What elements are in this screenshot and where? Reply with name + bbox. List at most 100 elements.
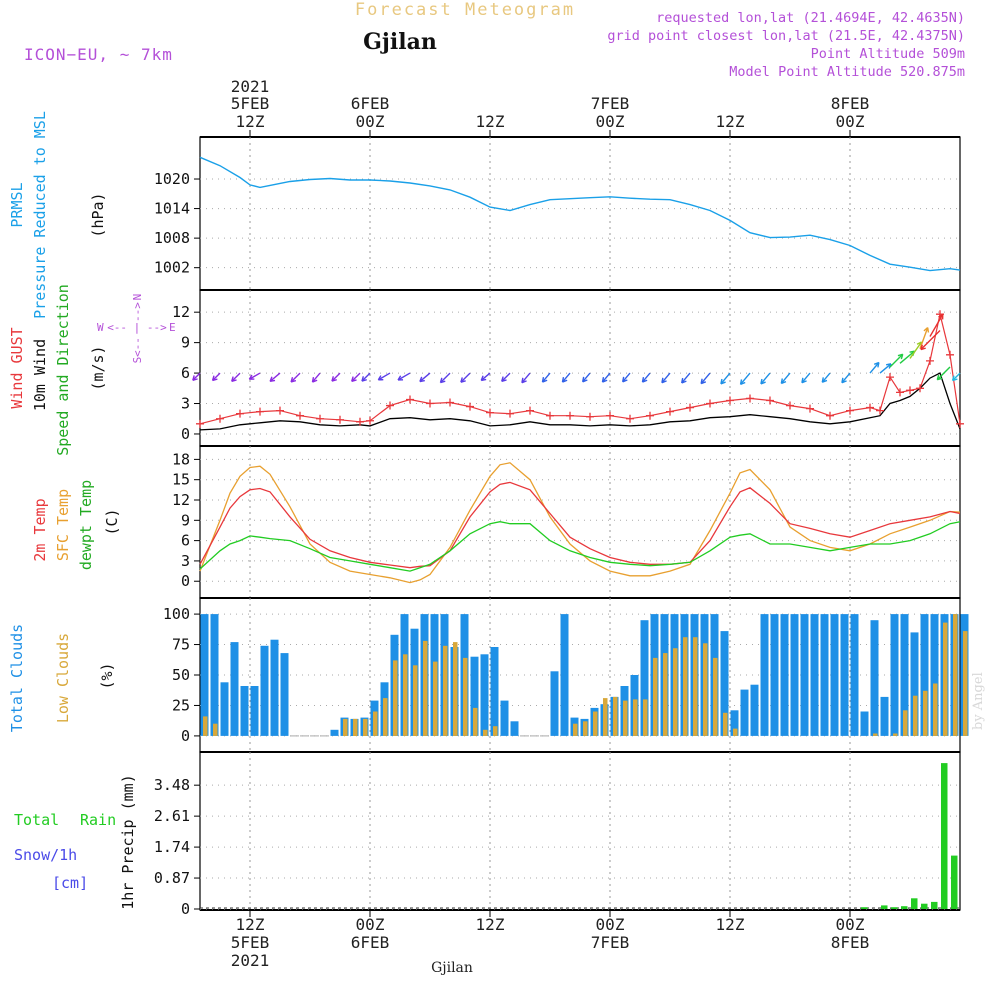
wind-arrow	[460, 372, 471, 383]
total-cloud-bar	[250, 686, 259, 736]
y-tick-label: 9	[181, 334, 190, 352]
total-cloud-bar	[740, 689, 749, 736]
gust-marker	[356, 417, 364, 426]
low-cloud-bar	[923, 690, 928, 736]
y-tick-label: 18	[172, 450, 190, 468]
gust-marker	[586, 412, 594, 421]
y-tick-label: 1020	[154, 170, 190, 188]
compass-east: E	[169, 321, 176, 334]
header: Forecast Meteogram Gjilan ICON−EU, ~ 7km…	[24, 0, 986, 976]
wind-arrow	[231, 372, 241, 382]
total-cloud-bar	[870, 620, 879, 736]
total-cloud-bar	[790, 614, 799, 736]
low-cloud-bar	[623, 700, 628, 736]
top-time-label: 6FEB	[351, 94, 390, 113]
total-cloud-bar	[560, 614, 569, 736]
low-cloud-bar	[383, 698, 388, 736]
y-tick-label: 1008	[154, 229, 190, 247]
gust-marker	[316, 414, 324, 423]
sfc-axis-label: SFC Temp	[54, 489, 72, 561]
total-cloud-bar	[900, 614, 909, 736]
wind-arrow	[331, 372, 341, 382]
y-tick-label: 75	[172, 636, 190, 654]
gust-marker	[686, 403, 694, 412]
gust-marker	[236, 409, 244, 418]
wind-arrow-head	[641, 376, 648, 383]
wind-arrow-head	[951, 375, 958, 382]
low-cloud-bar	[683, 637, 688, 736]
gust-marker	[386, 401, 394, 410]
total-cloud-bar	[470, 656, 479, 736]
top-time-label: 7FEB	[591, 94, 630, 113]
gust-marker	[196, 419, 204, 428]
low-cloud-bar	[453, 642, 458, 736]
wind-arrow-head	[936, 374, 943, 381]
total-cloud-bar	[260, 645, 269, 736]
total-cloud-bar	[480, 654, 489, 736]
low-cloud-bar	[583, 721, 588, 736]
gust-marker	[926, 356, 934, 365]
wind-arrow	[439, 372, 451, 384]
gust-marker	[766, 396, 774, 405]
wind-arrow	[740, 372, 751, 385]
wind-arrow	[561, 372, 571, 383]
low-cloud-bar	[663, 653, 668, 736]
cloud-unit-label: (%)	[98, 662, 116, 689]
gridpoint-coords: grid point closest lon,lat (21.5E, 42.43…	[607, 28, 965, 44]
low-cloud-bar	[433, 661, 438, 736]
rain-bar	[931, 901, 938, 909]
wind-arrow-head	[248, 374, 255, 380]
y-tick-label: 1002	[154, 259, 190, 277]
wind-arrow	[760, 372, 771, 385]
wind-arrow-head	[269, 376, 276, 383]
total-cloud-bar	[550, 671, 559, 736]
wind-arrow	[541, 372, 551, 383]
top-time-label: 12Z	[476, 112, 505, 131]
gust-marker	[446, 398, 454, 407]
wind-arrow	[641, 372, 651, 383]
low-cloud-bar	[953, 614, 958, 736]
rain-bar	[891, 907, 898, 909]
total-cloud-bar	[220, 682, 229, 736]
pressure-axis-label: Pressure Reduced to MSL	[31, 111, 49, 319]
wind-arrow	[821, 372, 831, 383]
pressure-unit-label: (hPa)	[89, 192, 107, 237]
bottom-time-label: 8FEB	[831, 933, 870, 952]
y-tick-label: 2.61	[154, 807, 190, 825]
wind-arrow-head	[938, 313, 944, 320]
wind-arrow	[521, 372, 531, 384]
wind-arrow-head	[581, 376, 588, 383]
gust-marker	[706, 399, 714, 408]
gust-axis-label: Wind GUST	[8, 327, 26, 408]
y-tick-label: 12	[172, 491, 190, 509]
gust-marker	[506, 409, 514, 418]
wind-arrow-head	[739, 379, 746, 385]
product-title: Forecast Meteogram	[355, 0, 575, 20]
gust-marker	[296, 411, 304, 420]
bottom-time-label: 12Z	[716, 915, 745, 934]
gust-marker	[666, 407, 674, 416]
wind-arrow-head	[720, 378, 726, 385]
low-cloud-bar	[893, 733, 898, 736]
total-cloud-bar	[770, 614, 779, 736]
low-cloud-bar	[393, 660, 398, 736]
bottom-time-label: 00Z	[836, 915, 865, 934]
wind-arrow-head	[211, 375, 218, 382]
wind-arrow	[681, 372, 691, 384]
low-cloud-bar	[873, 733, 878, 736]
total-cloud-bar	[890, 614, 899, 736]
low-cloud-bar	[933, 683, 938, 736]
wind-arrow	[889, 353, 904, 368]
rain-label-total: Total	[14, 811, 59, 829]
low-cloud-bar	[723, 712, 728, 736]
wind-arrow-head	[920, 344, 926, 351]
wind-arrow	[601, 372, 611, 383]
bottom-time-label: 6FEB	[351, 933, 390, 952]
wind-arrow	[720, 372, 731, 385]
wind-arrow-head	[541, 376, 548, 383]
total-cloud-bar	[270, 639, 279, 736]
gust-marker	[956, 419, 964, 428]
gust-marker	[916, 384, 924, 393]
panel-frame	[199, 751, 961, 911]
